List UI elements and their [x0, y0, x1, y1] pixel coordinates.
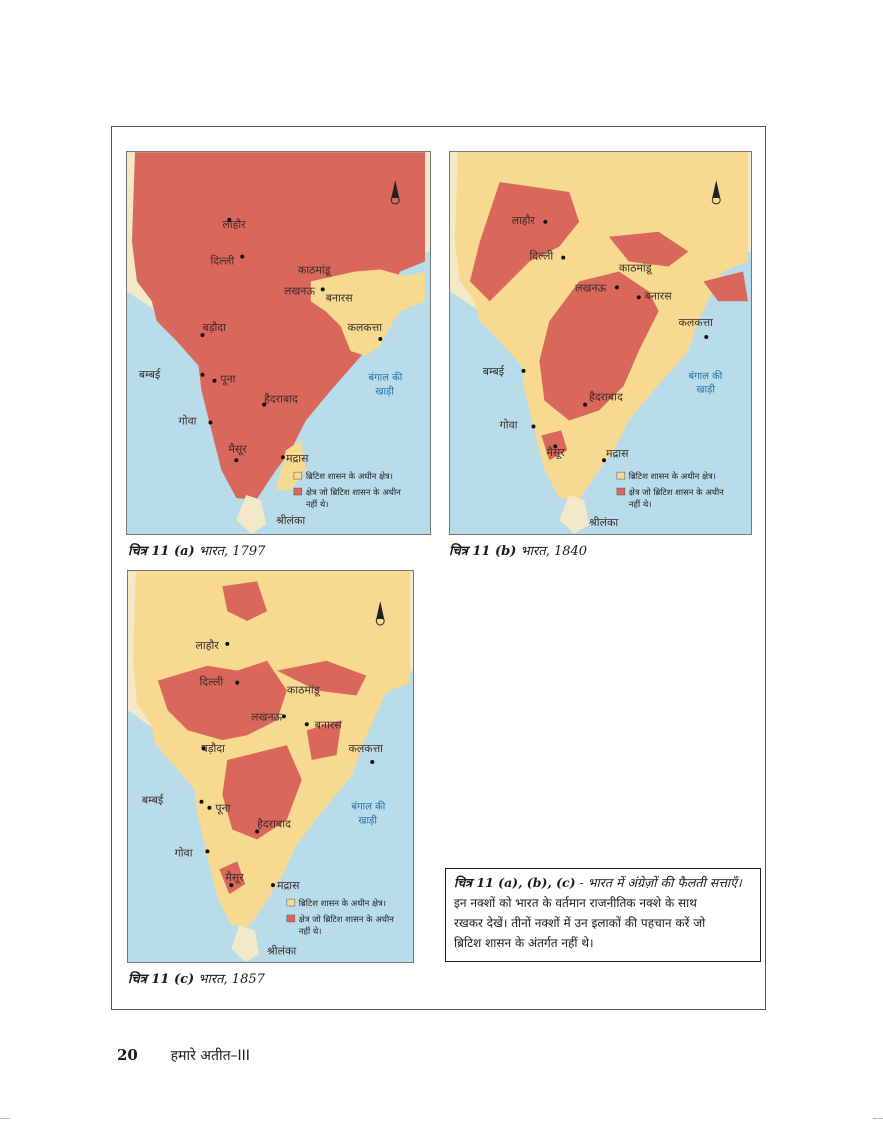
place-label: मद्रास [286, 452, 309, 465]
place-label: हैदराबाद [589, 391, 623, 404]
place-label: मैसूर [225, 871, 244, 884]
place-label: गोवा [179, 414, 197, 427]
sea-label: बंगाल की [688, 370, 722, 382]
place-label: लखनऊ [251, 710, 282, 723]
caption-1797: चित्र 11 (a) भारत, 1797 [128, 544, 266, 559]
place-label: मैसूर [228, 442, 247, 455]
place-label: काठमांडू [619, 261, 653, 274]
place-label: श्रीलंका [589, 516, 618, 529]
place-label: काठमांडू [298, 263, 332, 276]
place-label: लखनऊ [284, 284, 315, 297]
place-label: लाहौर [512, 214, 536, 227]
svg-text:क्षेत्र जो ब्रिटिश शासन के अधी: क्षेत्र जो ब्रिटिश शासन के अधीन [299, 914, 394, 924]
map-1797-svg: लाहौर दिल्ली काठमांडू लखनऊ बनारस कलकत्ता… [127, 152, 430, 534]
svg-text:ब्रिटिश शासन के अधीन क्षेत्र।: ब्रिटिश शासन के अधीन क्षेत्र। [629, 471, 716, 481]
place-label: मद्रास [277, 879, 300, 892]
place-label: दिल्ली [199, 676, 223, 689]
india-landmass [131, 152, 426, 500]
non-british-territory [469, 182, 580, 302]
svg-text:नहीं थे।: नहीं थे। [299, 926, 322, 936]
place-label: हैदराबाद [257, 818, 291, 831]
north-arrow-icon [390, 180, 400, 205]
place-label: पूना [215, 802, 230, 815]
place-label: बम्बई [142, 794, 164, 807]
activity-line: इन नक्शों को भारत के वर्तमान राजनीतिक नक… [454, 896, 697, 910]
activity-title: चित्र 11 (a), (b), (c) - भारत में अंग्रे… [454, 875, 742, 890]
book-title: हमारे अतीत–III [170, 1048, 250, 1064]
place-label: गोवा [500, 418, 518, 431]
map-1857-svg: लाहौर दिल्ली काठमांडू लखनऊ बनारस कलकत्ता… [128, 571, 413, 962]
svg-text:क्षेत्र जो ब्रिटिश शासन के अधी: क्षेत्र जो ब्रिटिश शासन के अधीन [306, 487, 401, 497]
page-number: 20 [117, 1046, 138, 1064]
place-label: दिल्ली [210, 255, 234, 268]
place-label: लाहौर [196, 639, 220, 652]
page-footer: 20 हमारे अतीत–III [117, 1046, 250, 1065]
north-arrow-icon [711, 180, 721, 205]
place-label: बम्बई [139, 368, 161, 381]
activity-box: चित्र 11 (a), (b), (c) - भारत में अंग्रे… [445, 868, 761, 962]
svg-text:नहीं थे।: नहीं थे। [306, 499, 329, 509]
place-label: बनारस [315, 718, 343, 731]
place-label: कलकत्ता [348, 742, 383, 755]
place-label: कलकत्ता [348, 321, 383, 334]
caption-1840: चित्र 11 (b) भारत, 1840 [449, 544, 588, 559]
place-label: बम्बई [483, 365, 505, 378]
north-arrow-icon [375, 601, 385, 626]
place-label: लखनऊ [575, 281, 606, 294]
place-label: दिल्ली [529, 250, 553, 263]
map-legend: ब्रिटिश शासन के अधीन क्षेत्र। क्षेत्र जो… [286, 898, 394, 936]
place-label: लाहौर [222, 218, 246, 231]
sea-label: खाड़ी [358, 815, 377, 827]
svg-text:ब्रिटिश शासन के अधीन क्षेत्र।: ब्रिटिश शासन के अधीन क्षेत्र। [306, 471, 393, 481]
place-label: कलकत्ता [678, 316, 713, 329]
sea-label: खाड़ी [375, 386, 394, 398]
place-label: मैसूर [546, 446, 565, 459]
activity-line: रखकर देखें। तीनों नक्शों में उन इलाकों क… [454, 916, 706, 930]
svg-text:ब्रिटिश शासन के अधीन क्षेत्र।: ब्रिटिश शासन के अधीन क्षेत्र। [299, 898, 386, 908]
place-label: बनारस [326, 291, 354, 304]
non-british-territory [222, 581, 268, 622]
map-1840: लाहौर दिल्ली काठमांडू लखनऊ बनारस कलकत्ता… [449, 151, 752, 535]
place-label: बड़ौदा [201, 742, 225, 755]
place-label: गोवा [175, 846, 193, 859]
sea-label: बंगाल की [351, 801, 385, 813]
activity-line: ब्रिटिश शासन के अंतर्गत नहीं थे। [454, 936, 594, 950]
place-label: श्रीलंका [276, 514, 305, 527]
place-label: काठमांडू [287, 684, 321, 697]
place-label: हैदराबाद [264, 393, 298, 406]
sea-label: बंगाल की [368, 372, 402, 384]
map-legend: ब्रिटिश शासन के अधीन क्षेत्र। क्षेत्र जो… [616, 471, 724, 509]
map-legend: ब्रिटिश शासन के अधीन क्षेत्र। क्षेत्र जो… [293, 471, 401, 509]
map-1797: लाहौर दिल्ली काठमांडू लखनऊ बनारस कलकत्ता… [126, 151, 431, 535]
place-label: पूना [220, 373, 235, 386]
map-1857: लाहौर दिल्ली काठमांडू लखनऊ बनारस कलकत्ता… [127, 570, 414, 963]
svg-text:नहीं थे।: नहीं थे। [629, 499, 652, 509]
crop-mark [873, 1118, 883, 1119]
place-label: मद्रास [606, 447, 629, 460]
place-label: श्रीलंका [267, 945, 296, 958]
caption-1857: चित्र 11 (c) भारत, 1857 [128, 972, 265, 987]
map-1840-svg: लाहौर दिल्ली काठमांडू लखनऊ बनारस कलकत्ता… [450, 152, 751, 534]
sea-label: खाड़ी [696, 384, 715, 396]
place-label: बनारस [645, 289, 673, 302]
place-label: बड़ौदा [203, 321, 227, 334]
crop-mark [0, 1118, 10, 1119]
figure-frame [111, 126, 766, 1010]
british-territory [310, 269, 426, 356]
svg-text:क्षेत्र जो ब्रिटिश शासन के अधी: क्षेत्र जो ब्रिटिश शासन के अधीन [629, 487, 724, 497]
